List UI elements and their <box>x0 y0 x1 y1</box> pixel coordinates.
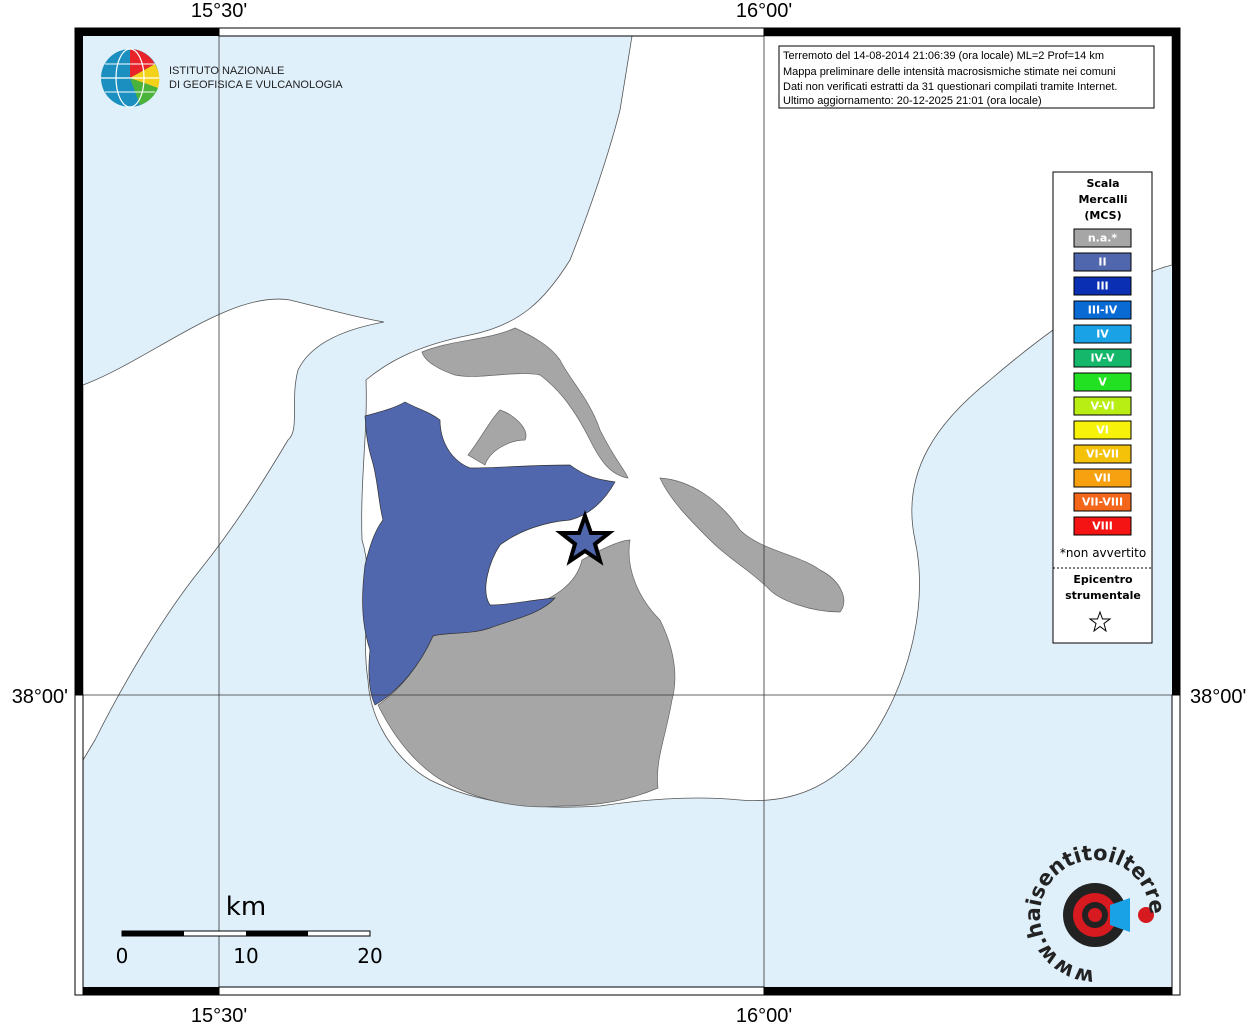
info-line: Ultimo aggiornamento: 20-12-2025 21:01 (… <box>783 95 1042 107</box>
legend-swatch <box>1073 228 1132 248</box>
scale-label: 0 <box>116 944 129 968</box>
lat-label: 38°00' <box>1190 686 1246 708</box>
legend-title: Scala <box>1086 177 1119 190</box>
scale-bar: km 0 10 20 <box>116 892 383 968</box>
lon-label: 15°30' <box>191 0 247 22</box>
legend-label: III-IV <box>1088 304 1118 317</box>
legend-swatch <box>1073 324 1132 344</box>
legend-swatch <box>1073 348 1132 368</box>
legend: Scala Mercalli (MCS) *non avvertito Epic… <box>1052 171 1153 644</box>
epicenter-star <box>555 509 615 566</box>
scale-label: 10 <box>233 944 258 968</box>
frame <box>74 27 1181 996</box>
legend-swatch <box>1073 276 1132 296</box>
municipality-ii <box>362 401 616 706</box>
legend-label: VII-VIII <box>1082 496 1123 509</box>
legend-swatch <box>1073 396 1132 416</box>
legend-label: n.a.* <box>1088 232 1118 245</box>
legend-label: IV <box>1096 328 1109 341</box>
scale-label: 20 <box>357 944 382 968</box>
legend-swatch <box>1073 252 1132 272</box>
legend-swatch <box>1073 492 1132 512</box>
legend-label: II <box>1098 256 1106 269</box>
institute-name: ISTITUTO NAZIONALE <box>169 65 284 77</box>
info-box <box>778 45 1155 109</box>
legend-note: *non avvertito <box>1060 546 1146 560</box>
lat-label: 38°00' <box>12 686 68 708</box>
legend-label: VIII <box>1092 520 1113 533</box>
legend-swatch <box>1073 420 1132 440</box>
legend-swatch <box>1073 516 1132 536</box>
ingv-logo: ISTITUTO NAZIONALE DI GEOFISICA E VULCAN… <box>101 48 343 108</box>
lon-label: 15°30' <box>191 1005 247 1024</box>
legend-label: III <box>1096 280 1108 293</box>
institute-name: DI GEOFISICA E VULCANOLOGIA <box>169 79 343 91</box>
legend-title: Mercalli <box>1078 193 1127 206</box>
info-line: Terremoto del 14-08-2014 21:06:39 (ora l… <box>783 50 1104 62</box>
legend-epicenter: strumentale <box>1065 589 1141 602</box>
municipalities-na <box>377 327 845 808</box>
lon-label: 16°00' <box>736 0 792 22</box>
legend-label: VII <box>1094 472 1111 485</box>
legend-label: V-VI <box>1090 400 1114 413</box>
legend-swatch <box>1073 372 1132 392</box>
legend-label: VI <box>1096 424 1109 437</box>
legend-swatch <box>1073 300 1132 320</box>
info-line: Dati non verificati estratti da 31 quest… <box>783 81 1117 93</box>
legend-star <box>1088 610 1112 633</box>
info-line: Mappa preliminare delle intensità macros… <box>783 66 1116 78</box>
land <box>82 298 385 762</box>
legend-epicenter: Epicentro <box>1073 573 1133 586</box>
legend-label: V <box>1098 376 1107 389</box>
scale-unit: km <box>226 892 266 922</box>
lon-label: 16°00' <box>736 1005 792 1024</box>
legend-label: IV-V <box>1090 352 1115 365</box>
legend-swatch <box>1073 444 1132 464</box>
legend-swatch <box>1073 468 1132 488</box>
legend-label: VI-VII <box>1086 448 1119 461</box>
legend-title: (MCS) <box>1084 209 1121 222</box>
